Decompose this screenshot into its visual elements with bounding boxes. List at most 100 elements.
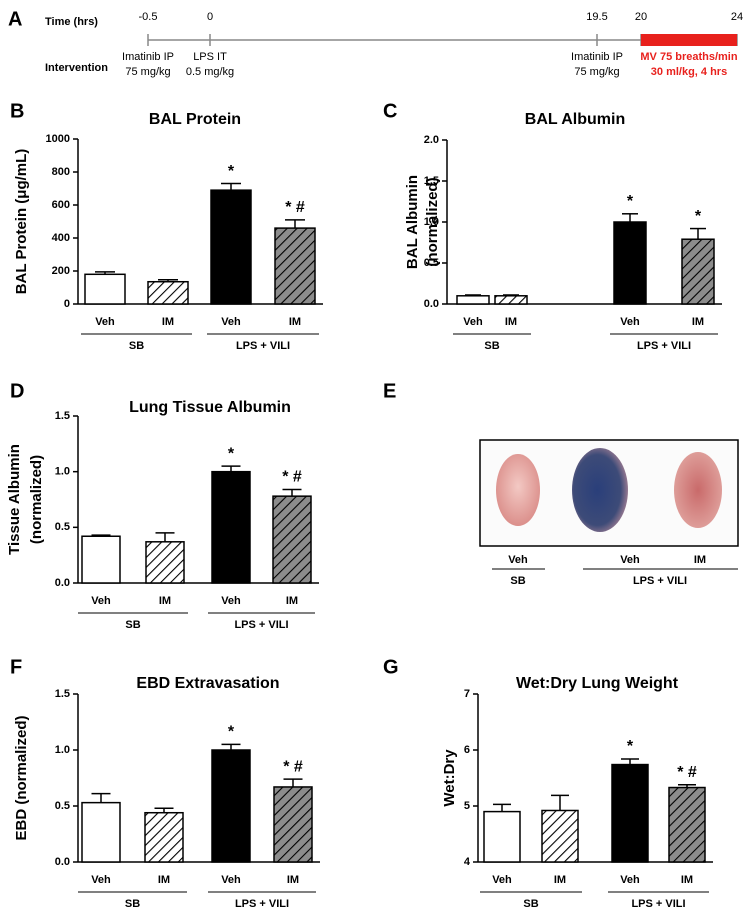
y-axis-label: Wet:Dry <box>441 749 458 807</box>
chart-title: Wet:Dry Lung Weight <box>516 675 679 692</box>
bar <box>147 280 189 305</box>
bar <box>541 809 579 863</box>
intervention-text: 75 mg/kg <box>574 66 619 78</box>
y-tick-label: 400 <box>52 232 70 244</box>
group-label: LPS + VILI <box>637 340 691 352</box>
y-tick-label: 6 <box>464 744 470 756</box>
bar <box>211 470 251 584</box>
bar <box>81 535 121 584</box>
y-tick-label: 0.0 <box>55 577 70 589</box>
bar <box>84 273 126 305</box>
x-tick-label: IM <box>554 874 566 886</box>
panel-label: G <box>383 656 399 678</box>
x-tick-label: IM <box>287 874 299 886</box>
panel-label: D <box>10 380 24 402</box>
y-tick-label: 7 <box>464 688 470 700</box>
y-tick-label: 1.5 <box>55 410 70 422</box>
significance-label: * <box>228 163 235 180</box>
chart-title: BAL Protein <box>149 111 241 128</box>
bar <box>668 786 706 863</box>
intervention-text: Imatinib IP <box>122 51 174 63</box>
group-label: SB <box>523 898 538 910</box>
chart-title: BAL Albumin <box>525 111 625 128</box>
bar <box>681 238 715 305</box>
bar <box>272 495 312 584</box>
significance-label: * <box>695 208 702 225</box>
significance-label: * # <box>285 199 305 216</box>
significance-label: * <box>228 445 235 462</box>
x-tick-label: Veh <box>620 874 640 886</box>
bar <box>81 801 121 863</box>
x-tick-label: IM <box>162 316 174 328</box>
x-tick-label: IM <box>681 874 693 886</box>
y-tick-label: 1000 <box>46 133 70 145</box>
y-tick-label: 0.0 <box>424 298 439 310</box>
y-axis-label: (normalized) <box>28 455 45 544</box>
x-tick-label: IM <box>505 316 517 328</box>
x-tick-label: Veh <box>91 874 111 886</box>
bar <box>613 221 647 305</box>
panel-label: E <box>383 380 396 402</box>
x-tick-label: IM <box>158 874 170 886</box>
y-axis-label: BAL Protein (μg/mL) <box>13 149 30 295</box>
significance-label: * # <box>677 764 697 781</box>
y-tick-label: 2.0 <box>424 134 439 146</box>
panel-label: B <box>10 100 24 122</box>
x-tick-label: Veh <box>221 316 241 328</box>
group-label: LPS + VILI <box>235 898 289 910</box>
y-tick-label: 0.5 <box>55 800 70 812</box>
group-label: SB <box>510 575 525 587</box>
group-label: SB <box>484 340 499 352</box>
significance-label: * # <box>282 469 302 486</box>
intervention-text: Imatinib IP <box>571 51 623 63</box>
group-label: LPS + VILI <box>633 575 687 587</box>
y-tick-label: 4 <box>464 856 471 868</box>
group-label: SB <box>125 898 140 910</box>
x-tick-label: Veh <box>463 316 483 328</box>
intervention-label: Intervention <box>45 62 108 74</box>
x-tick-label: IM <box>692 316 704 328</box>
x-tick-label: IM <box>159 595 171 607</box>
group-label: LPS + VILI <box>631 898 685 910</box>
x-tick-label: Veh <box>95 316 115 328</box>
x-tick-label: IM <box>289 316 301 328</box>
intervention-text: LPS IT <box>193 51 227 63</box>
bar <box>494 295 528 305</box>
x-tick-label: Veh <box>492 874 512 886</box>
y-tick-label: 1.0 <box>424 216 439 228</box>
intervention-text: MV 75 breaths/min <box>640 51 737 63</box>
lung <box>674 452 722 528</box>
bar <box>210 189 252 305</box>
significance-label: * <box>228 724 235 741</box>
bar <box>145 541 185 584</box>
x-tick-label: Veh <box>221 595 241 607</box>
time-tick-label: 24 <box>731 11 743 23</box>
intervention-text: 30 ml/kg, 4 hrs <box>651 66 727 78</box>
group-label: LPS + VILI <box>234 619 288 631</box>
time-tick-label: 19.5 <box>586 11 607 23</box>
chart-title: EBD Extravasation <box>136 675 279 692</box>
significance-label: * # <box>283 758 303 775</box>
lung <box>572 448 628 532</box>
y-axis-label: EBD (normalized) <box>13 715 30 840</box>
y-tick-label: 0.5 <box>424 257 439 269</box>
x-tick-label: Veh <box>620 316 640 328</box>
time-tick-label: 0 <box>207 11 213 23</box>
bar <box>611 763 649 863</box>
time-tick-label: -0.5 <box>139 11 158 23</box>
panel-label: A <box>8 8 22 30</box>
x-tick-label: Veh <box>221 874 241 886</box>
group-label: LPS + VILI <box>236 340 290 352</box>
y-tick-label: 1.5 <box>55 688 70 700</box>
panel-label: C <box>383 100 397 122</box>
y-axis-label: Tissue Albumin <box>6 444 23 555</box>
x-tick-label: IM <box>286 595 298 607</box>
significance-label: * <box>627 193 634 210</box>
y-tick-label: 200 <box>52 265 70 277</box>
group-label: SB <box>125 619 140 631</box>
significance-label: * <box>627 738 634 755</box>
intervention-text: 75 mg/kg <box>125 66 170 78</box>
x-tick-label: Veh <box>91 595 111 607</box>
